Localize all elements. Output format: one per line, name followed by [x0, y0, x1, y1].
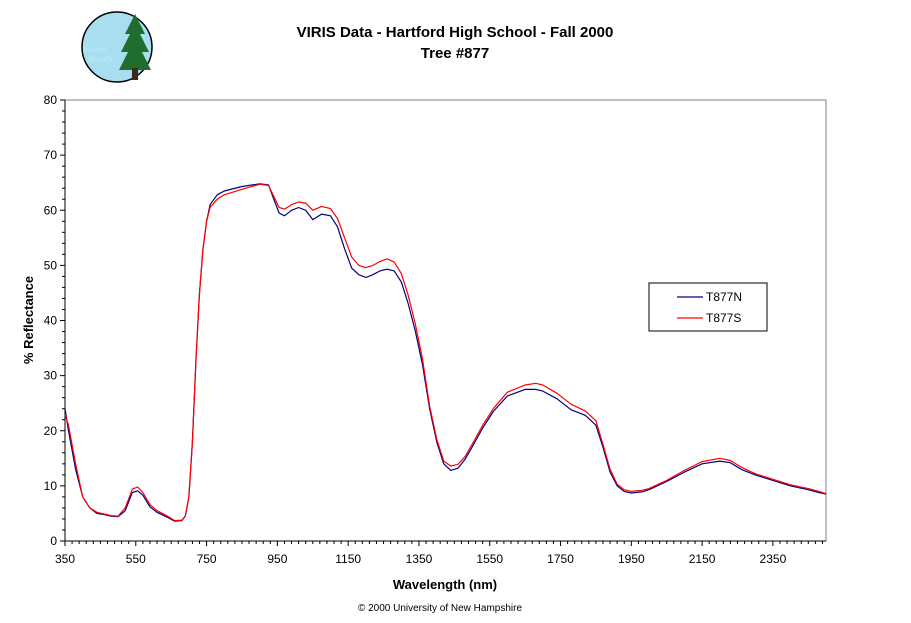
y-tick-label: 40 — [44, 314, 58, 328]
chart-title: VIRIS Data - Hartford High School - Fall… — [297, 24, 614, 41]
copyright-text: © 2000 University of New Hampshire — [358, 603, 523, 614]
logo-text-line2: Watch — [88, 54, 113, 64]
y-tick-label: 20 — [44, 424, 58, 438]
y-tick-label: 50 — [44, 258, 58, 272]
legend-label-t877n: T877N — [706, 290, 742, 304]
x-tick-label: 1150 — [335, 552, 361, 566]
forest-watch-logo: Forest Watch — [81, 11, 153, 83]
x-tick-label: 2350 — [760, 552, 787, 566]
logo-tree-icon — [119, 14, 151, 70]
x-tick-label: 750 — [197, 552, 217, 566]
legend-box — [648, 282, 768, 332]
x-tick-label: 350 — [55, 552, 75, 566]
y-tick-label: 70 — [44, 148, 58, 162]
legend-label-t877s: T877S — [706, 311, 741, 325]
axes: 0 10 20 30 40 50 60 70 80 350 550 750 950 1150 1350 155… — [44, 93, 826, 566]
y-tick-label: 0 — [50, 534, 57, 548]
x-tick-label: 950 — [267, 552, 287, 566]
series-group — [64, 183, 827, 522]
logo-trunk — [132, 68, 138, 80]
series-line-t877s — [64, 183, 827, 522]
series-line-t877n — [64, 183, 827, 522]
x-tick-label: 1950 — [618, 552, 645, 566]
y-axis-label: % Reflectance — [21, 276, 36, 364]
y-tick-label: 80 — [44, 93, 58, 107]
legend: T877N T877S — [648, 282, 768, 332]
x-tick-label: 1550 — [476, 552, 503, 566]
y-tick-label: 60 — [44, 203, 58, 217]
x-tick-label: 1350 — [406, 552, 433, 566]
chart-subtitle: Tree #877 — [421, 45, 489, 62]
y-tick-label: 10 — [44, 479, 58, 493]
x-tick-label: 1750 — [547, 552, 574, 566]
logo-text-line1: Forest — [83, 44, 107, 54]
x-tick-label: 2150 — [689, 552, 716, 566]
y-tick-label: 30 — [44, 369, 58, 383]
x-tick-label: 550 — [126, 552, 146, 566]
x-axis-label: Wavelength (nm) — [393, 577, 497, 592]
